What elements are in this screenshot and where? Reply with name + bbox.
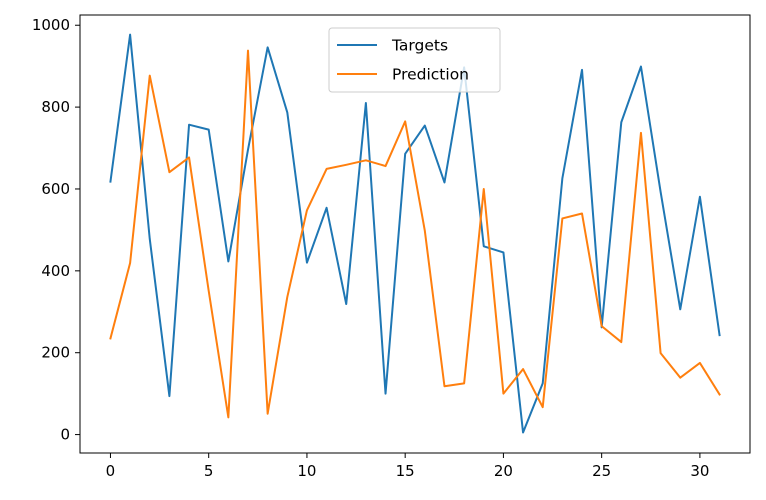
series-layer xyxy=(109,33,721,434)
y-tick-label: 200 xyxy=(41,344,70,362)
y-tick-label: 600 xyxy=(41,180,70,198)
plot-frame xyxy=(79,14,751,454)
y-tick-label: 0 xyxy=(60,426,70,444)
legend-label-prediction: Prediction xyxy=(392,66,469,84)
x-axis: 0 5 10 15 20 25 30 xyxy=(106,453,709,480)
series-line-prediction xyxy=(109,49,721,419)
legend-label-targets: Targets xyxy=(391,37,448,55)
y-tick-label: 800 xyxy=(41,98,70,116)
y-tick-label: 1000 xyxy=(32,16,70,34)
x-tick-label: 25 xyxy=(592,462,611,480)
legend: Targets Prediction xyxy=(328,27,501,93)
x-tick-label: 20 xyxy=(494,462,513,480)
series-line-targets xyxy=(109,33,721,434)
y-axis: 0 200 400 600 800 1000 xyxy=(32,16,80,444)
x-tick-label: 0 xyxy=(106,462,116,480)
x-tick-label: 30 xyxy=(690,462,709,480)
y-tick-label: 400 xyxy=(41,262,70,280)
x-tick-label: 15 xyxy=(396,462,415,480)
x-tick-label: 5 xyxy=(204,462,214,480)
x-tick-label: 10 xyxy=(297,462,316,480)
